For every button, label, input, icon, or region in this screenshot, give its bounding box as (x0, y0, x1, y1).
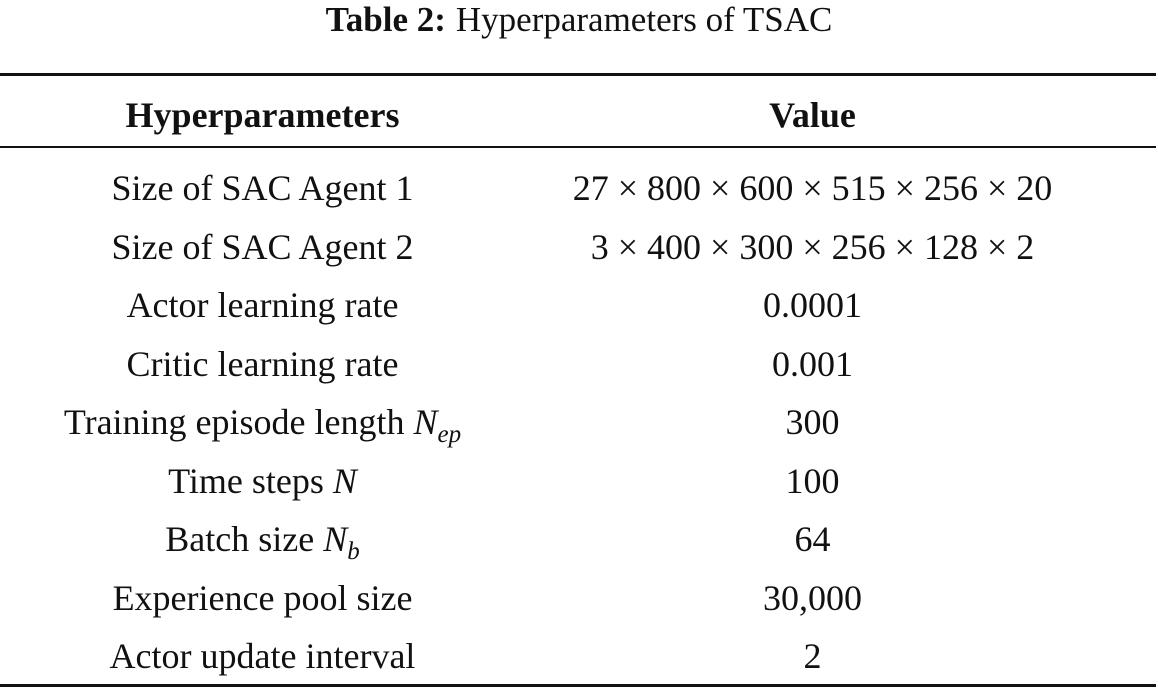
math-symbol: N (333, 461, 357, 501)
value-cell: 100 (785, 460, 840, 501)
value-cell: 30,000 (763, 577, 862, 618)
value-cell: 0.0001 (763, 285, 862, 325)
value-cell: 64 (794, 519, 831, 559)
value-cell: 27 × 800 × 600 × 515 × 256 × 20 (572, 168, 1053, 208)
value-cell: 300 (785, 402, 840, 442)
parameter-text: Actor learning rate (126, 285, 399, 325)
header-rule (0, 146, 1156, 148)
caption-text: Hyperparameters of TSAC (455, 0, 833, 39)
header-cell: Hyperparameters (125, 95, 400, 135)
parameter-text: Critic learning rate (126, 343, 399, 384)
parameter-cell: Critic learning rate (0, 339, 525, 389)
parameter-cell: Time steps N (0, 456, 525, 506)
math-symbol: Nep (413, 402, 462, 447)
parameter-cell: Batch size Nb (0, 514, 525, 564)
subscript: b (347, 538, 360, 565)
top-rule (0, 73, 1156, 76)
parameter-text: Actor update interval (109, 636, 416, 676)
symbol: N (332, 460, 357, 501)
symbol: N (323, 519, 348, 559)
parameter-text: Size of SAC Agent 2 (111, 226, 414, 267)
subscript: ep (437, 421, 462, 448)
caption-label: Table 2: (325, 0, 446, 39)
table-caption: Table 2: Hyperparameters of TSAC (0, 0, 1158, 40)
value-cell: 0.001 (772, 343, 853, 384)
parameter-text: Size of SAC Agent 1 (111, 168, 414, 208)
parameter-cell: Actor learning rate (0, 280, 525, 330)
parameter-text: Training episode length (63, 402, 405, 442)
parameter-cell: Experience pool size (0, 573, 525, 623)
bottom-rule (0, 684, 1156, 687)
value-cell: 2 (803, 636, 822, 676)
parameter-cell: Training episode length Nep (0, 397, 525, 447)
math-symbol: Nb (323, 519, 360, 564)
parameter-text: Time steps (168, 460, 324, 501)
parameter-cell: Actor update interval (0, 631, 525, 681)
parameter-cell: Size of SAC Agent 1 (0, 163, 525, 213)
value-cell: 3 × 400 × 300 × 256 × 128 × 2 (590, 226, 1035, 267)
parameter-cell: Size of SAC Agent 2 (0, 222, 525, 272)
symbol: N (413, 402, 438, 442)
parameter-text: Batch size (165, 519, 315, 559)
parameter-text: Experience pool size (112, 577, 413, 618)
header-cell: Value (769, 95, 856, 135)
